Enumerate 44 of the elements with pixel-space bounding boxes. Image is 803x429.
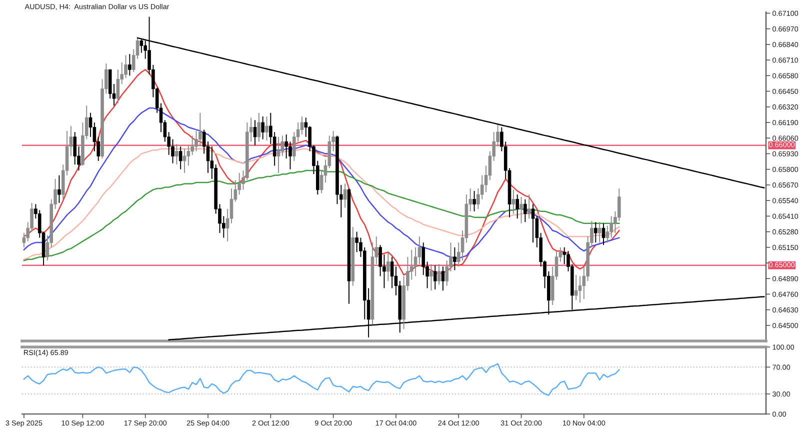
candlestick [524, 198, 527, 223]
candlestick [422, 242, 426, 276]
candlestick [433, 264, 437, 290]
candlestick [128, 54, 132, 76]
candlestick [343, 183, 347, 208]
candlestick [472, 190, 476, 212]
candlestick [58, 174, 61, 204]
candlestick [261, 116, 264, 140]
candlestick [574, 274, 578, 301]
candlestick [300, 116, 304, 135]
candlestick [355, 231, 358, 253]
candlestick [598, 222, 602, 244]
candlestick [253, 120, 257, 146]
candlestick [531, 204, 535, 244]
candlestick [430, 264, 433, 292]
candlestick [178, 146, 182, 170]
candlestick [610, 216, 613, 238]
candlestick [562, 246, 566, 265]
candlestick [618, 188, 621, 222]
candlestick [198, 112, 202, 147]
candlestick [257, 112, 261, 142]
candlestick [602, 222, 606, 246]
candlestick [527, 194, 531, 220]
candlestick [175, 144, 178, 165]
candlestick [418, 236, 422, 265]
candlestick [606, 225, 610, 244]
candlestick [390, 256, 394, 289]
candlestick [116, 69, 120, 104]
candlestick [414, 246, 418, 277]
candlestick [453, 246, 456, 271]
candlestick [516, 194, 519, 220]
candlestick [594, 222, 598, 244]
candlestick [437, 264, 441, 286]
candlestick [276, 136, 280, 174]
candlestick [445, 260, 449, 286]
candlestick [265, 116, 268, 141]
candlestick [520, 196, 523, 224]
candlestick [441, 266, 445, 292]
line-series [23, 363, 620, 396]
candlestick [22, 232, 26, 248]
candlestick [512, 189, 516, 214]
candlestick [386, 252, 390, 282]
candlestick [73, 132, 77, 165]
candlestick [578, 276, 582, 304]
